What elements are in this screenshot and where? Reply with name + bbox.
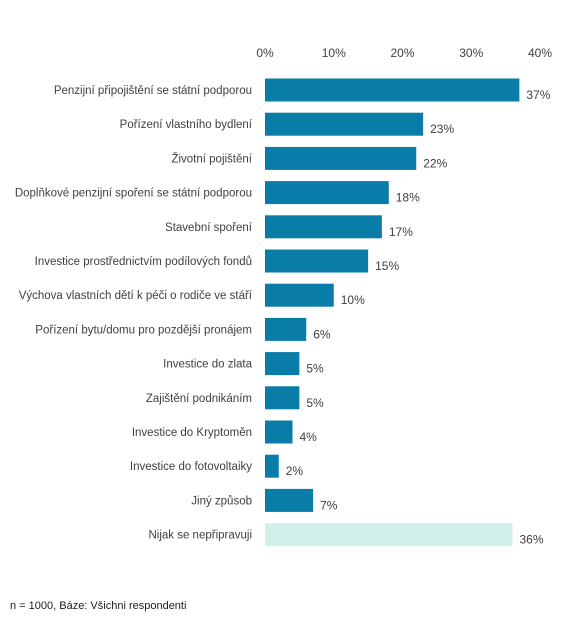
- value-label: 4%: [300, 430, 318, 444]
- value-label: 22%: [423, 156, 447, 170]
- category-label: Pořízení bytu/domu pro pozdější pronájem: [35, 324, 252, 336]
- value-label: 37%: [526, 88, 550, 102]
- category-label: Investice prostřednictvím podílových fon…: [35, 256, 252, 268]
- value-label: 5%: [306, 396, 324, 410]
- value-label: 15%: [375, 259, 399, 273]
- value-label: 6%: [313, 327, 331, 341]
- x-tick-label: 30%: [459, 46, 483, 60]
- bar-chart: 0% 10% 20% 30% 40% Penzijní připojištění se s…: [15, 46, 553, 547]
- value-label: 36%: [520, 533, 544, 547]
- bar: [265, 454, 279, 478]
- bar: [265, 317, 307, 341]
- category-label: Nijak se nepřipravuji: [148, 530, 252, 542]
- category-label: Investice do Kryptoměn: [132, 427, 252, 439]
- bar: [265, 283, 334, 307]
- value-label: 5%: [306, 362, 324, 376]
- category-label: Doplňkové penzijní spoření se státní pod…: [15, 188, 252, 200]
- value-label: 7%: [320, 498, 338, 512]
- category-label: Penzijní připojištění se státní podporou: [54, 85, 252, 97]
- bar: [265, 249, 369, 273]
- value-label: 17%: [389, 225, 413, 239]
- value-label: 10%: [341, 293, 365, 307]
- footnote: n = 1000, Báze: Všichni respondenti: [10, 600, 187, 612]
- x-tick-label: 0%: [256, 46, 274, 60]
- bar: [265, 78, 520, 102]
- category-label: Jiný způsob: [191, 495, 252, 507]
- category-label: Životní pojištění: [171, 152, 252, 165]
- bar: [265, 181, 389, 205]
- bar: [265, 112, 424, 136]
- x-tick-label: 10%: [322, 46, 346, 60]
- value-label: 2%: [286, 464, 304, 478]
- x-tick-label: 40%: [528, 46, 552, 60]
- category-label: Stavební spoření: [165, 222, 253, 234]
- category-label: Zajištění podnikáním: [146, 393, 252, 405]
- category-label: Pořízení vlastního bydlení: [120, 119, 253, 131]
- value-label: 18%: [396, 191, 420, 205]
- category-label: Výchova vlastních dětí k péči o rodiče v…: [19, 290, 253, 302]
- x-tick-label: 20%: [390, 46, 414, 60]
- bar: [265, 488, 314, 512]
- bar: [265, 420, 293, 444]
- bar: [265, 386, 300, 410]
- category-label: Investice do zlata: [163, 359, 252, 371]
- bar: [265, 215, 382, 239]
- value-label: 23%: [430, 122, 454, 136]
- bar: [265, 146, 417, 170]
- bar: [265, 352, 300, 376]
- bar: [265, 523, 513, 547]
- category-label: Investice do fotovoltaiky: [130, 461, 252, 473]
